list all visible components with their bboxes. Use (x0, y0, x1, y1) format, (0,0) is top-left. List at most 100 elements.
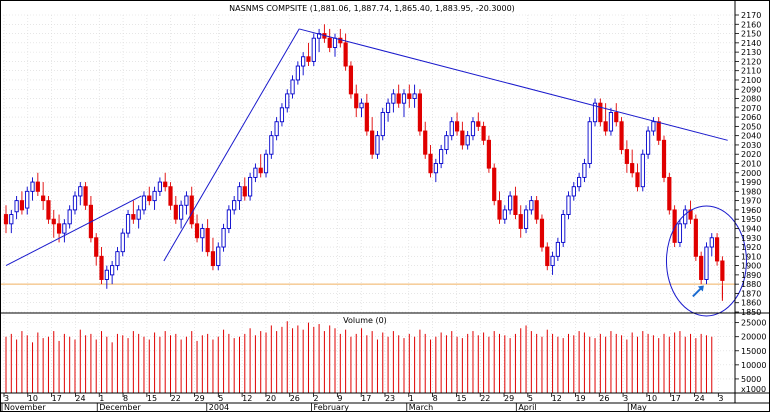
candle-body (497, 200, 502, 220)
date-tick-label: 17 (671, 394, 681, 403)
candle-body (226, 209, 231, 229)
candle (476, 112, 481, 132)
candle (470, 117, 476, 141)
candle-body (704, 246, 709, 280)
candle (19, 191, 25, 215)
candle (592, 98, 598, 127)
candle-body (433, 163, 438, 174)
candle-body (492, 167, 497, 202)
price-tick-label: 2010 (741, 160, 761, 169)
volume-bars (5, 321, 713, 393)
date-tick-label: 3 (623, 394, 628, 403)
candle (152, 186, 157, 210)
candle-body (661, 139, 667, 178)
annotations (665, 205, 747, 317)
candle-body (359, 102, 364, 109)
date-tick-label: 29 (504, 394, 514, 403)
candle (131, 200, 136, 224)
candle-body (470, 121, 476, 137)
volume-tick-label: 20000 (741, 333, 766, 342)
price-tick-label: 2020 (741, 150, 761, 159)
candle-body (120, 232, 125, 253)
candle-body (449, 121, 454, 137)
candle (221, 223, 226, 252)
candle (279, 103, 285, 127)
candle-body (237, 186, 242, 202)
candle (232, 195, 237, 215)
candle (449, 117, 454, 141)
date-tick-label: 15 (456, 394, 466, 403)
trendline (299, 28, 728, 141)
candle-body (205, 228, 210, 253)
candle (94, 233, 99, 266)
candle (14, 195, 19, 220)
candle (454, 112, 460, 136)
volume-title: Volume (0) (343, 316, 387, 325)
candle (205, 219, 210, 257)
candle (290, 75, 295, 99)
candle-body (428, 153, 433, 174)
candle-body (635, 172, 640, 188)
price-tick-label: 2160 (741, 20, 761, 29)
candle (555, 237, 560, 261)
candle (120, 228, 125, 257)
date-tick-label: 10 (647, 394, 657, 403)
candle (306, 42, 311, 67)
candle (147, 186, 152, 206)
candle-body (380, 112, 385, 137)
candle (189, 186, 194, 229)
candle-body (173, 204, 178, 220)
candle (704, 242, 709, 285)
candle (677, 219, 683, 248)
candle-body (608, 112, 614, 132)
candle-body (19, 200, 25, 211)
price-tick-label: 2050 (741, 122, 761, 131)
price-tick-label: 2040 (741, 132, 761, 141)
candle (624, 140, 629, 173)
candle-body (3, 214, 9, 225)
candle-body (221, 228, 226, 248)
candle-body (476, 121, 481, 127)
candle-body (624, 149, 629, 164)
candle-body (370, 130, 375, 155)
candle-body (645, 130, 651, 155)
price-tick-label: 1980 (741, 187, 761, 196)
date-tick-label: 2 (314, 394, 319, 403)
candle-body (592, 102, 598, 123)
volume-tick-label: 15000 (741, 347, 766, 356)
candle-body (539, 218, 545, 248)
date-tick-label: 8 (123, 394, 128, 403)
candle (67, 205, 72, 229)
candle-body (577, 176, 582, 188)
highlight-ellipse (665, 205, 747, 317)
candle (115, 247, 120, 271)
candle-body (163, 181, 168, 188)
candle-body (571, 186, 576, 197)
candle (343, 33, 348, 71)
candle-body (285, 93, 290, 109)
month-label: May (630, 403, 647, 412)
candle (3, 205, 9, 234)
candle-body (72, 195, 78, 211)
candle (237, 182, 242, 210)
date-tick-label: 5 (218, 394, 223, 403)
price-tick-label: 1960 (741, 206, 761, 215)
price-tick-label: 2100 (741, 76, 761, 85)
candle (714, 233, 720, 266)
date-tick-label: 12 (552, 394, 562, 403)
candle (78, 182, 83, 206)
candle (518, 205, 523, 238)
candle-body (343, 42, 348, 67)
candle-body (348, 65, 354, 95)
price-tick-label: 1890 (741, 271, 761, 280)
candle (184, 191, 189, 215)
month-label: April (518, 403, 536, 412)
candle-body (248, 176, 253, 197)
candle (550, 251, 555, 275)
candle (359, 98, 364, 118)
candle-body (651, 121, 656, 132)
month-label: March (409, 403, 433, 412)
date-tick-label: 17 (361, 394, 371, 403)
